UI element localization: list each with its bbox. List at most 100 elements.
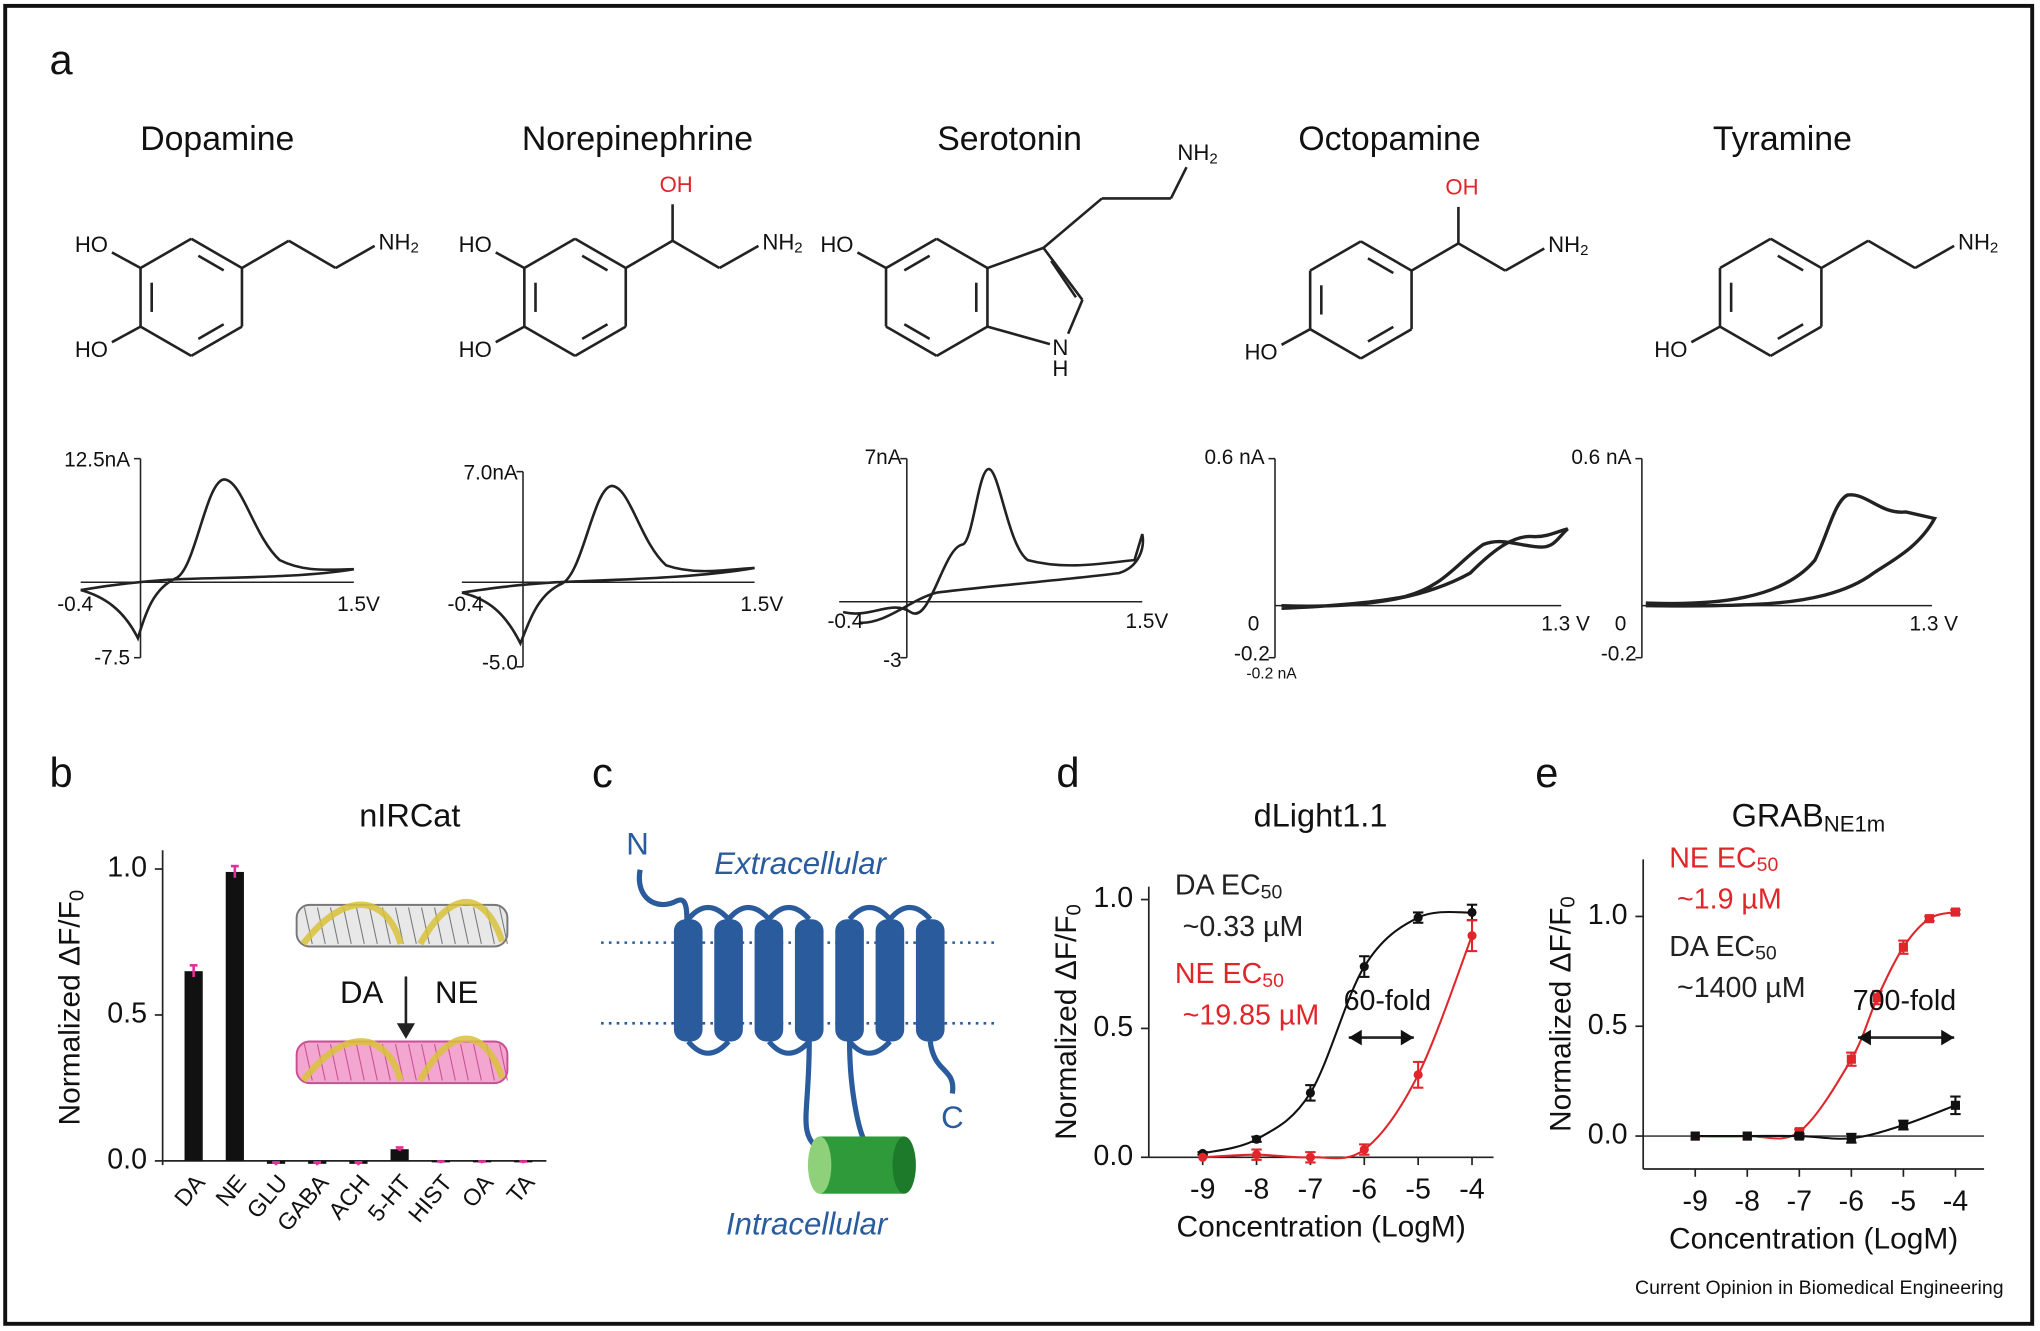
point bbox=[1846, 1133, 1856, 1143]
helix bbox=[835, 919, 864, 1042]
group-label-main: NH bbox=[379, 229, 411, 254]
annotation-label: NE EC50 bbox=[1175, 958, 1284, 992]
y-tick-label: 1.0 bbox=[1093, 882, 1133, 914]
loop bbox=[766, 1039, 812, 1056]
y-tick-label: 0.0 bbox=[1093, 1140, 1133, 1172]
x-axis-label: Concentration (LogM) bbox=[1177, 1211, 1466, 1244]
group-label: HO bbox=[459, 337, 492, 362]
nanotube-mesh bbox=[499, 907, 508, 945]
bond bbox=[1770, 237, 1823, 270]
y-tick-label: 0.5 bbox=[1588, 1009, 1628, 1041]
bond bbox=[936, 325, 989, 357]
bond bbox=[288, 239, 337, 270]
cv-label: -0.2 bbox=[1234, 643, 1270, 666]
annotation-label-sub: 50 bbox=[1757, 854, 1779, 876]
y-axis-label: Normalized ΔF/F0 bbox=[1050, 904, 1086, 1140]
x-tick-label: -6 bbox=[1839, 1185, 1864, 1217]
bond bbox=[1367, 257, 1394, 275]
group-label: HO bbox=[459, 232, 492, 257]
bond bbox=[1719, 325, 1772, 357]
group-label: N bbox=[1052, 335, 1068, 360]
cv-label: 12.5nA bbox=[64, 449, 130, 472]
bond bbox=[625, 239, 674, 270]
bond bbox=[987, 325, 1051, 346]
cv-label: -7.5 bbox=[94, 646, 130, 669]
bond bbox=[111, 251, 142, 270]
point bbox=[1251, 1150, 1262, 1160]
group-label-sub: 2 bbox=[1580, 242, 1588, 259]
group-label-main: OH bbox=[1445, 175, 1478, 200]
bond bbox=[718, 244, 760, 270]
group-label: NH2 bbox=[1177, 140, 1217, 167]
cv-label: 0 bbox=[1248, 613, 1260, 636]
bond bbox=[1820, 239, 1869, 270]
nanotube-mesh bbox=[460, 1043, 469, 1081]
y-tick-label: 1.0 bbox=[107, 852, 147, 884]
annotation-label: NE EC50 bbox=[1669, 842, 1778, 876]
y-axis-label: Normalized ΔF/F0 bbox=[53, 890, 89, 1126]
bond bbox=[581, 323, 609, 340]
bar bbox=[390, 1149, 409, 1161]
nanotube-mesh bbox=[421, 907, 430, 945]
group-label: H bbox=[1052, 356, 1068, 381]
footer: Current Opinion in Biomedical Engineerin… bbox=[1635, 1277, 2004, 1299]
y-tick-label: 0.5 bbox=[1093, 1011, 1133, 1043]
group-label-sub: 2 bbox=[794, 240, 802, 257]
point bbox=[1690, 1131, 1700, 1141]
annotation-value: ~1.9 µM bbox=[1677, 884, 1782, 916]
bond bbox=[1169, 166, 1188, 200]
x-tick-label: -5 bbox=[1405, 1174, 1430, 1206]
molecule-name: Octopamine bbox=[1298, 120, 1480, 158]
bond bbox=[523, 237, 576, 270]
bond bbox=[903, 323, 931, 340]
group-label: HO bbox=[1654, 337, 1687, 362]
domain-cap bbox=[892, 1136, 916, 1194]
group-label: NH2 bbox=[379, 229, 419, 256]
point bbox=[1846, 1054, 1856, 1064]
cv-label: -0.4 bbox=[827, 610, 863, 633]
bond bbox=[1042, 197, 1103, 249]
group-label: HO bbox=[820, 232, 853, 257]
annotation-label-main: NE EC bbox=[1669, 842, 1756, 874]
bond bbox=[190, 325, 243, 357]
fit-curve bbox=[1695, 1104, 1956, 1140]
bond bbox=[139, 237, 192, 270]
dna-wrap bbox=[300, 1035, 506, 1083]
diagram-label: Extracellular bbox=[714, 846, 887, 881]
x-axis-label: Concentration (LogM) bbox=[1669, 1222, 1958, 1255]
nanotube-mesh bbox=[342, 1043, 352, 1081]
cv-trace bbox=[1645, 493, 1938, 608]
helix bbox=[875, 919, 905, 1042]
y-axis-label-sub: 0 bbox=[1064, 904, 1086, 915]
panel-label: c bbox=[592, 749, 613, 796]
nanotube-mesh bbox=[421, 1043, 430, 1081]
x-tick-label: -8 bbox=[1244, 1174, 1269, 1206]
bond bbox=[1360, 240, 1413, 272]
loop bbox=[847, 904, 892, 922]
point bbox=[1413, 1070, 1423, 1080]
point bbox=[1794, 1131, 1804, 1141]
bond bbox=[1504, 247, 1545, 272]
y-axis-label-main: Normalized ΔF/F bbox=[1544, 908, 1577, 1132]
cv-trace bbox=[842, 467, 1145, 624]
cv-label: 1.5V bbox=[1126, 610, 1169, 633]
molecule-name: Serotonin bbox=[937, 120, 1082, 158]
x-tick-label: -9 bbox=[1683, 1185, 1708, 1217]
point bbox=[1251, 1134, 1262, 1144]
chart-title: dLight1.1 bbox=[1254, 797, 1388, 833]
bond bbox=[885, 325, 938, 357]
loop bbox=[887, 904, 933, 922]
molecule-name: Dopamine bbox=[140, 120, 294, 158]
bond bbox=[574, 325, 627, 357]
loop bbox=[686, 1039, 731, 1056]
annotation-label-sub: 50 bbox=[1261, 882, 1283, 904]
bond bbox=[1280, 328, 1311, 346]
bond bbox=[574, 237, 627, 270]
cv-label: 1.5V bbox=[337, 593, 380, 616]
bond bbox=[671, 239, 721, 270]
loop bbox=[847, 1039, 892, 1056]
group-label: NH2 bbox=[1548, 232, 1588, 259]
annotation-label-sub: 50 bbox=[1262, 970, 1284, 992]
c-terminus bbox=[927, 1041, 956, 1094]
loop bbox=[766, 904, 812, 922]
